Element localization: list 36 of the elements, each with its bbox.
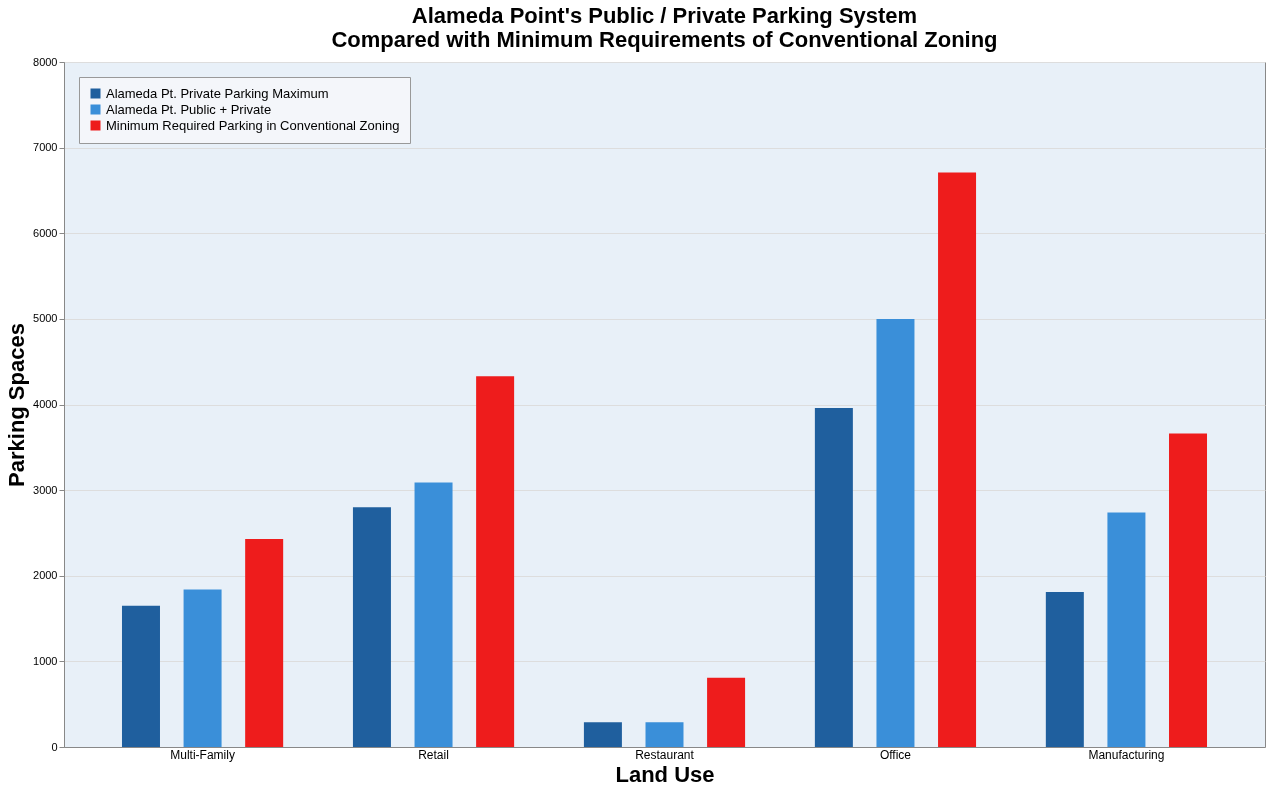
y-tick-label: 4000 — [33, 398, 58, 410]
y-tick-label: 6000 — [33, 226, 58, 239]
x-tick-label: Restaurant — [635, 747, 695, 762]
y-axis-title: Parking Spaces — [4, 323, 30, 487]
bar — [583, 722, 622, 747]
y-tick-label: 0 — [51, 740, 58, 753]
text: Alameda Point's Public / Private Parking System — [411, 3, 918, 28]
bar — [876, 318, 915, 747]
bar — [476, 376, 515, 747]
x-tick-label: Office — [879, 747, 912, 762]
bar — [1107, 512, 1146, 747]
y-tick-label: 8000 — [33, 55, 58, 68]
x-axis-title: Land Use — [615, 761, 715, 787]
y-tick-label: 1000 — [33, 654, 58, 667]
y-tick-label: 2000 — [33, 569, 58, 582]
x-tick-label: Retail — [418, 747, 449, 762]
bar — [121, 605, 160, 747]
legend-label: Alameda Pt. Public + Private — [106, 101, 272, 117]
bar — [414, 482, 453, 747]
text: Compared with Minimum Requirements of Conventional Zoning — [331, 27, 998, 52]
bar — [814, 407, 853, 747]
y-tick-label: 3000 — [33, 483, 58, 496]
bar — [938, 172, 977, 747]
y-tick-label: 7000 — [33, 141, 58, 154]
bar — [1169, 433, 1208, 747]
bar — [645, 722, 684, 747]
bar — [183, 589, 222, 747]
bar — [707, 677, 746, 747]
legend-label: Alameda Pt. Private Parking Maximum — [106, 85, 329, 101]
bar — [1045, 592, 1084, 747]
bar — [352, 507, 391, 747]
bar — [245, 538, 284, 747]
x-tick-label: Multi-Family — [170, 747, 235, 762]
y-tick-label: 5000 — [33, 312, 58, 325]
legend-label: Minimum Required Parking in Conventional Zoning — [106, 117, 400, 133]
x-tick-label: Manufacturing — [1088, 747, 1165, 762]
